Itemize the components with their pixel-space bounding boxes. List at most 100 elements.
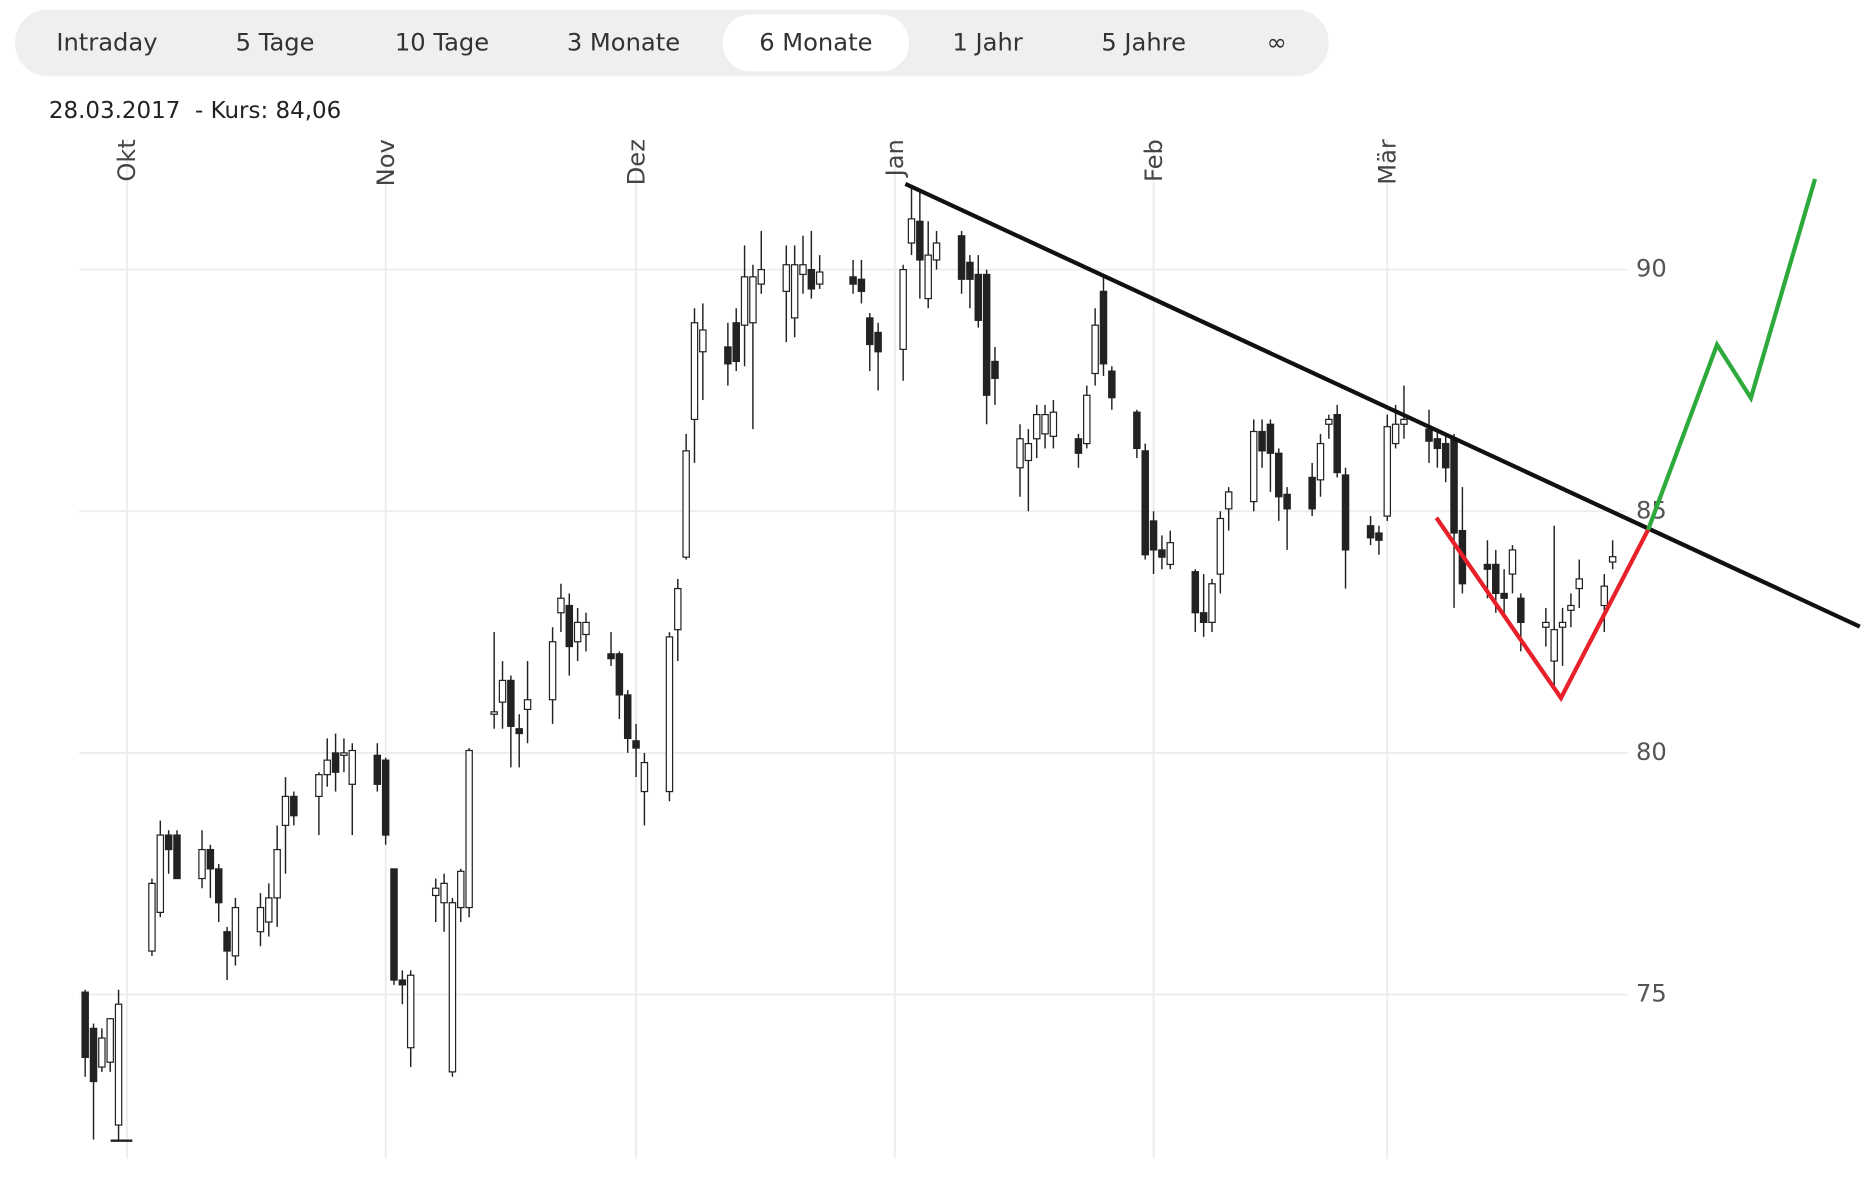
candle-body — [799, 264, 807, 276]
candle-body — [1450, 438, 1458, 534]
tab[interactable]: 3 Monate — [567, 29, 680, 57]
candle-body — [1091, 324, 1099, 375]
candle-body — [198, 848, 206, 880]
candle-body — [690, 322, 699, 421]
tab-label[interactable]: 1 Jahr — [952, 29, 1022, 57]
candle-body — [807, 268, 816, 290]
candle-body — [265, 897, 273, 923]
candle-body — [1199, 612, 1208, 624]
candle-body — [1308, 476, 1316, 510]
candle-body — [507, 679, 515, 727]
candle-body — [857, 278, 866, 292]
tab-label[interactable]: 5 Tage — [236, 29, 315, 57]
candle-body — [1600, 585, 1609, 607]
candle-body — [782, 264, 791, 292]
candle-body — [523, 699, 532, 711]
candle-body — [1558, 621, 1567, 628]
candle-body — [281, 795, 290, 827]
candle-body — [899, 268, 907, 350]
candle-body — [1208, 583, 1216, 624]
tab[interactable]: 5 Tage — [236, 29, 315, 57]
candle-body — [757, 268, 766, 285]
candle-body — [431, 887, 440, 897]
candle-body — [440, 882, 448, 904]
candle-body — [1517, 597, 1525, 624]
candle-body — [1108, 370, 1116, 399]
candle-body — [674, 587, 682, 631]
candle-body — [1333, 413, 1341, 474]
quote-info: 28.03.2017 - Kurs: 84,06 — [49, 98, 341, 124]
candle-body — [924, 254, 932, 300]
candle-body — [1550, 629, 1558, 662]
tab-label[interactable]: 10 Tage — [395, 29, 489, 57]
tab-label[interactable]: ∞ — [1267, 29, 1287, 57]
candle-body — [256, 906, 265, 933]
tab[interactable]: 5 Jahre — [1101, 29, 1186, 57]
tab[interactable]: ∞ — [1267, 29, 1287, 57]
tab[interactable]: 6 Monate — [722, 14, 909, 72]
candle-body — [632, 740, 640, 749]
tab-label[interactable]: 6 Monate — [759, 29, 872, 57]
candle-body — [290, 795, 298, 817]
candle-body — [1275, 452, 1283, 498]
tab-label[interactable]: 5 Jahre — [1101, 29, 1186, 57]
candle-body — [1542, 621, 1550, 628]
candle-body — [1567, 604, 1575, 611]
candle-body — [398, 979, 407, 986]
candle-body — [1433, 438, 1442, 450]
candle-body — [1400, 418, 1408, 425]
candle-body — [173, 834, 181, 880]
candle-body — [607, 653, 615, 660]
candle-body — [749, 276, 757, 324]
candle-body — [273, 848, 281, 899]
candle-body — [348, 749, 357, 785]
candle-body — [465, 749, 473, 909]
candle-body — [323, 759, 331, 776]
candle-body — [156, 834, 165, 913]
candle-body — [932, 242, 941, 261]
tab[interactable]: Intraday — [56, 29, 157, 57]
candle-body — [81, 991, 89, 1058]
candle-body — [874, 331, 882, 353]
candle-body — [498, 679, 507, 703]
candle-body — [1508, 549, 1517, 575]
tab[interactable]: 10 Tage — [395, 29, 489, 57]
tab-label[interactable]: Intraday — [56, 29, 157, 57]
x-tick-label: Feb — [1140, 139, 1168, 182]
candle-body — [1099, 290, 1108, 365]
candle-body — [548, 641, 557, 701]
projection — [1646, 178, 1818, 531]
trend-line — [904, 181, 1861, 629]
candle-body — [582, 621, 590, 636]
candle-body — [974, 273, 983, 321]
tabs: Intraday 5 Tage 10 Tage 3 Monate 6 Monate 1 J… — [56, 14, 1287, 72]
candle-body — [164, 834, 173, 851]
candle-body — [406, 974, 415, 1049]
candle-body — [740, 276, 749, 326]
candle-body — [682, 450, 690, 558]
x-tick-label: Mär — [1373, 139, 1401, 185]
tab[interactable]: 1 Jahr — [952, 29, 1022, 57]
candle-body — [790, 264, 799, 319]
x-tick-label: Dez — [622, 139, 650, 185]
candle-body — [1149, 520, 1158, 551]
y-tick-label: 80 — [1636, 738, 1667, 766]
candle-body — [982, 273, 991, 396]
candle-body — [223, 931, 231, 952]
candle-body — [114, 1003, 123, 1126]
tab-label[interactable]: 3 Monate — [567, 29, 680, 57]
candle-body — [1316, 442, 1325, 481]
tab-bar — [15, 9, 1329, 77]
candle-body — [148, 882, 156, 952]
candle-body — [1375, 532, 1383, 541]
candle-body — [1325, 418, 1333, 425]
candle-body — [1158, 549, 1166, 558]
candle-body — [732, 322, 740, 363]
candle-body — [1191, 571, 1200, 614]
candle-body — [1032, 413, 1041, 440]
candle-body — [373, 754, 382, 785]
tab-active-bg[interactable] — [722, 14, 909, 72]
candle-body — [623, 694, 632, 740]
